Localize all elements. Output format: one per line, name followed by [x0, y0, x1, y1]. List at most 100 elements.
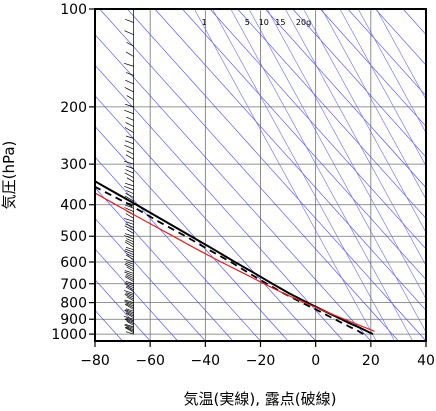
wind-barb-77	[124, 310, 134, 315]
wind-barb-49	[125, 254, 134, 260]
series-1-point-3	[342, 323, 343, 324]
dry-adiabat-9	[95, 95, 316, 341]
mixing-ratio-line-4	[266, 9, 426, 300]
series-2-point-6	[264, 283, 265, 284]
wind-barb-25	[124, 182, 134, 187]
series-0-point-10	[234, 261, 235, 262]
series-2-point-14	[43, 164, 44, 165]
wind-barb-35	[123, 218, 134, 222]
series-2-point-5	[283, 293, 284, 294]
dry-adiabat-11	[95, 34, 372, 341]
wind-barb-58	[125, 275, 134, 280]
series-0	[17, 138, 374, 335]
wind-barb-40	[124, 233, 134, 237]
wind-barb-20	[123, 160, 134, 165]
series-1-point-16	[51, 164, 52, 165]
dry-adiabat-19	[292, 9, 426, 158]
series-2-point-2	[344, 319, 345, 320]
series-1-point-5	[319, 311, 320, 312]
wind-barb-59	[124, 276, 134, 283]
dry-adiabat-17	[237, 9, 426, 219]
mixing-ratio-label-0: 1	[202, 18, 207, 27]
x-tick-label-4: 0	[311, 353, 320, 369]
mixing-ratio-line-9	[357, 9, 426, 134]
wind-barb-68	[124, 294, 134, 300]
wind-barb-54	[126, 266, 134, 272]
wind-barb-8	[124, 87, 134, 93]
series-0-point-13	[165, 221, 166, 222]
y-axis-title: 気圧(hPa)	[0, 141, 18, 210]
wind-barb-81	[126, 317, 134, 322]
wind-barb-24	[126, 177, 134, 183]
series-1-point-1	[357, 330, 358, 331]
y-tick-label-8: 900	[60, 312, 87, 328]
wind-barb-47	[124, 250, 134, 256]
wind-barb-28	[125, 193, 134, 198]
x-axis-title: 気温(実線), 露点(破線)	[184, 390, 337, 408]
series-0-point-17	[17, 138, 18, 139]
series-line-0	[95, 180, 374, 335]
wind-barb-56	[124, 271, 134, 276]
dry-adiabat-12	[99, 9, 399, 341]
wind-barb-74	[124, 304, 134, 310]
wind-barb-18	[126, 150, 134, 155]
series-line-2	[95, 192, 375, 332]
wind-barb-76	[125, 309, 134, 314]
wind-barb-37	[125, 223, 134, 228]
dry-adiabat-7	[95, 156, 261, 341]
wind-barb-36	[126, 221, 134, 225]
series-2-point-8	[221, 261, 222, 262]
wind-barb-44	[124, 241, 134, 248]
wind-barb-23	[124, 172, 134, 178]
wind-barb-84	[126, 320, 134, 326]
wind-barb-13	[125, 122, 134, 127]
mixing-ratio-label-3: 15	[275, 18, 285, 27]
y-tick-label-2: 300	[60, 157, 87, 173]
wind-barb-3	[126, 42, 134, 47]
y-tick-label-0: 100	[60, 2, 87, 18]
wind-barb-86	[124, 324, 134, 329]
wind-barb-90	[125, 331, 134, 335]
series-1-point-11	[208, 249, 209, 250]
wind-barb-52	[125, 262, 134, 267]
series-1-point-9	[249, 273, 250, 274]
wind-barb-75	[125, 308, 134, 312]
wind-barb-53	[124, 263, 134, 270]
dry-adiabat-15	[182, 9, 426, 281]
wind-barb-46	[125, 248, 134, 253]
wind-barb-6	[126, 72, 134, 76]
wind-barb-41	[124, 235, 134, 240]
wind-barb-51	[126, 261, 134, 265]
wind-barb-38	[124, 225, 134, 231]
mixing-ratio-line-1	[212, 9, 395, 341]
series-1-point-17	[21, 149, 22, 150]
dry-adiabat-23	[402, 9, 426, 35]
wind-barb-11	[124, 109, 134, 115]
wind-barb-71	[124, 300, 134, 305]
wind-barb-5	[123, 62, 134, 67]
wind-barb-10	[124, 103, 134, 108]
wind-barb-65	[123, 290, 134, 294]
x-tick-label-0: −80	[80, 353, 110, 369]
series-0-point-8	[272, 283, 273, 284]
series-0-point-7	[289, 293, 290, 294]
series-2-point-7	[243, 273, 244, 274]
wind-barb-43	[125, 240, 134, 245]
wind-barb-34	[125, 213, 134, 219]
mixing-ratio-line-8	[339, 9, 426, 167]
wind-barb-17	[124, 144, 134, 150]
x-tick-label-1: −60	[135, 353, 165, 369]
series-1-point-8	[266, 283, 267, 284]
mixing-ratio-line-3	[248, 9, 426, 333]
wind-barb-83	[124, 318, 134, 325]
series-0-point-1	[365, 330, 366, 331]
dry-adiabat-10	[95, 64, 344, 341]
wind-barb-66	[126, 292, 134, 296]
wind-barb-64	[125, 286, 134, 292]
series-0-point-0	[372, 334, 373, 335]
dry-adiabat-4	[95, 248, 178, 341]
wind-barb-72	[126, 302, 134, 307]
y-tick-label-1: 200	[60, 100, 87, 116]
dry-adiabat-24	[431, 9, 436, 341]
